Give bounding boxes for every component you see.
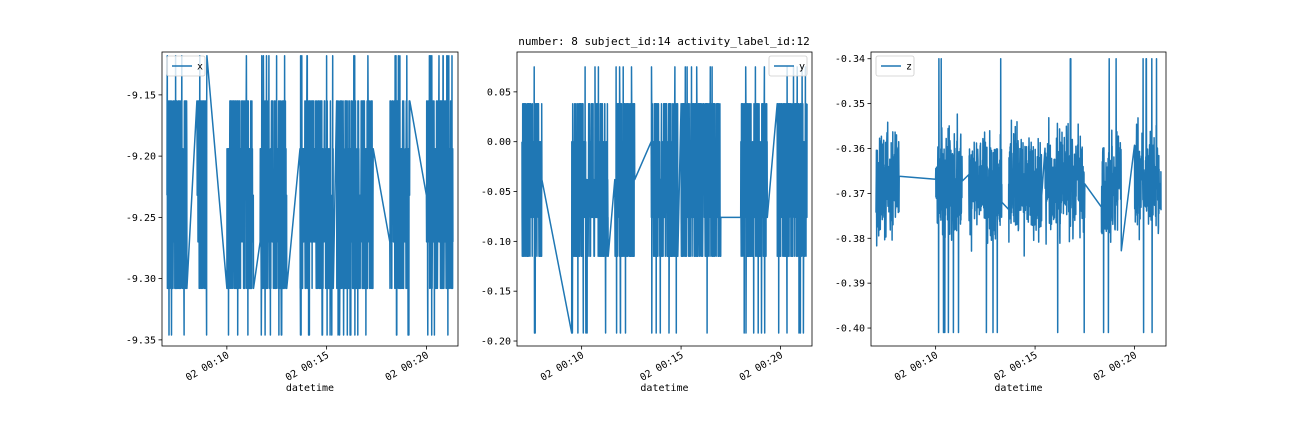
legend-label: x bbox=[197, 62, 203, 73]
x-tick-label: 02 00:10 bbox=[893, 350, 940, 384]
legend-label: z bbox=[906, 62, 912, 73]
y-tick-label: -0.40 bbox=[835, 324, 865, 335]
x-axis-label: datetime bbox=[286, 383, 334, 394]
x-tick-label: 02 00:15 bbox=[992, 350, 1039, 384]
y-tick-label: -9.35 bbox=[126, 335, 156, 346]
x-tick-label: 02 00:15 bbox=[638, 350, 685, 384]
legend-label: y bbox=[799, 62, 805, 73]
x-tick-label: 02 00:10 bbox=[184, 350, 231, 384]
y-tick-label: 0.00 bbox=[487, 137, 511, 148]
axes-frame bbox=[161, 51, 459, 347]
y-tick-label: -0.38 bbox=[835, 234, 865, 245]
series-line-x bbox=[166, 54, 454, 336]
y-tick-label: -0.35 bbox=[835, 99, 865, 110]
x-tick-label: 02 00:20 bbox=[1092, 350, 1139, 384]
x-axis-label: datetime bbox=[640, 383, 688, 394]
chart-panel-3: -0.34 -0.35 -0.36 -0.37 -0.38 -0.39 -0.40 02 00… bbox=[835, 51, 1167, 394]
x-tick-label: 02 00:15 bbox=[284, 350, 331, 384]
x-tick-label: 02 00:10 bbox=[539, 350, 586, 384]
legend: y bbox=[768, 55, 808, 77]
chart-panel-1: -9.15 -9.20 -9.25 -9.30 -9.35 02 00:10 02 00:1… bbox=[126, 51, 459, 394]
y-tick-label: -0.36 bbox=[835, 144, 865, 155]
y-tick-label: -0.10 bbox=[481, 237, 511, 248]
chart-panel-2: 0.05 0.00 -0.05 -0.10 -0.15 -0.20 02 00:10 02 0… bbox=[481, 51, 813, 394]
figure-title: number: 8 subject_id:14 activity_label_i… bbox=[518, 35, 809, 48]
y-tick-label: 0.05 bbox=[487, 87, 511, 98]
y-tick-label: -0.37 bbox=[835, 189, 865, 200]
legend: x bbox=[166, 55, 206, 77]
y-tick-label: -0.34 bbox=[835, 54, 865, 65]
y-tick-label: -0.05 bbox=[481, 187, 511, 198]
y-tick-label: -9.25 bbox=[126, 213, 156, 224]
y-tick-label: -0.39 bbox=[835, 279, 865, 290]
y-tick-label: -9.30 bbox=[126, 274, 156, 285]
y-tick-label: -9.15 bbox=[126, 90, 156, 101]
x-tick-label: 02 00:20 bbox=[738, 350, 785, 384]
y-tick-label: -0.15 bbox=[481, 287, 511, 298]
y-tick-label: -9.20 bbox=[126, 152, 156, 163]
axes-frame bbox=[516, 51, 813, 347]
x-axis-label: datetime bbox=[994, 383, 1042, 394]
x-tick-label: 02 00:20 bbox=[384, 350, 431, 384]
legend: z bbox=[875, 55, 915, 77]
series-line-y bbox=[521, 66, 808, 334]
y-tick-label: -0.20 bbox=[481, 337, 511, 348]
series-line-z bbox=[875, 57, 1162, 334]
axes-frame bbox=[870, 51, 1167, 347]
